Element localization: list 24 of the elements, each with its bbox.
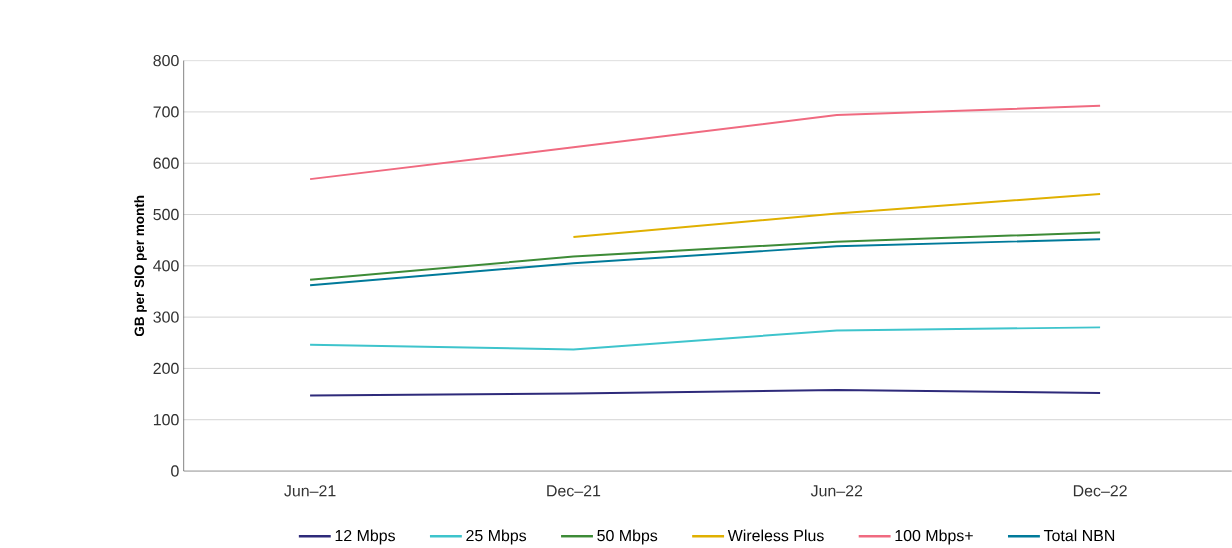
legend-label: 50 Mbps [597,529,658,545]
x-tick-label: Dec–21 [547,485,601,497]
legend-label: Wireless Plus [727,529,824,542]
line-series [309,326,1102,351]
y-tick-label: 600 [153,157,179,169]
y-tick-label: 100 [153,414,179,426]
y-tick-label: 500 [153,208,179,221]
y-tick-label: 800 [153,55,179,67]
y-tick-label: 400 [153,260,179,272]
legend-label: 12 Mbps [335,529,396,545]
y-tick-label: 300 [153,311,179,323]
line-series [309,231,1102,281]
x-tick-label: Dec–22 [1073,485,1127,497]
legend-label: 25 Mbps [466,529,527,545]
y-tick-label: 200 [153,362,179,375]
line-series [309,238,1102,287]
legend-label: 100 Mbps+ [895,529,973,545]
y-tick-label: 700 [153,106,179,118]
x-tick-label: Jun–22 [810,485,863,497]
legend-label: Total NBN [1043,529,1115,542]
y-axis-title: GB per SIO per month [134,195,147,337]
x-tick-label: Jun–21 [284,485,336,497]
line-series [309,104,1102,181]
y-tick-label: 0 [171,465,179,477]
